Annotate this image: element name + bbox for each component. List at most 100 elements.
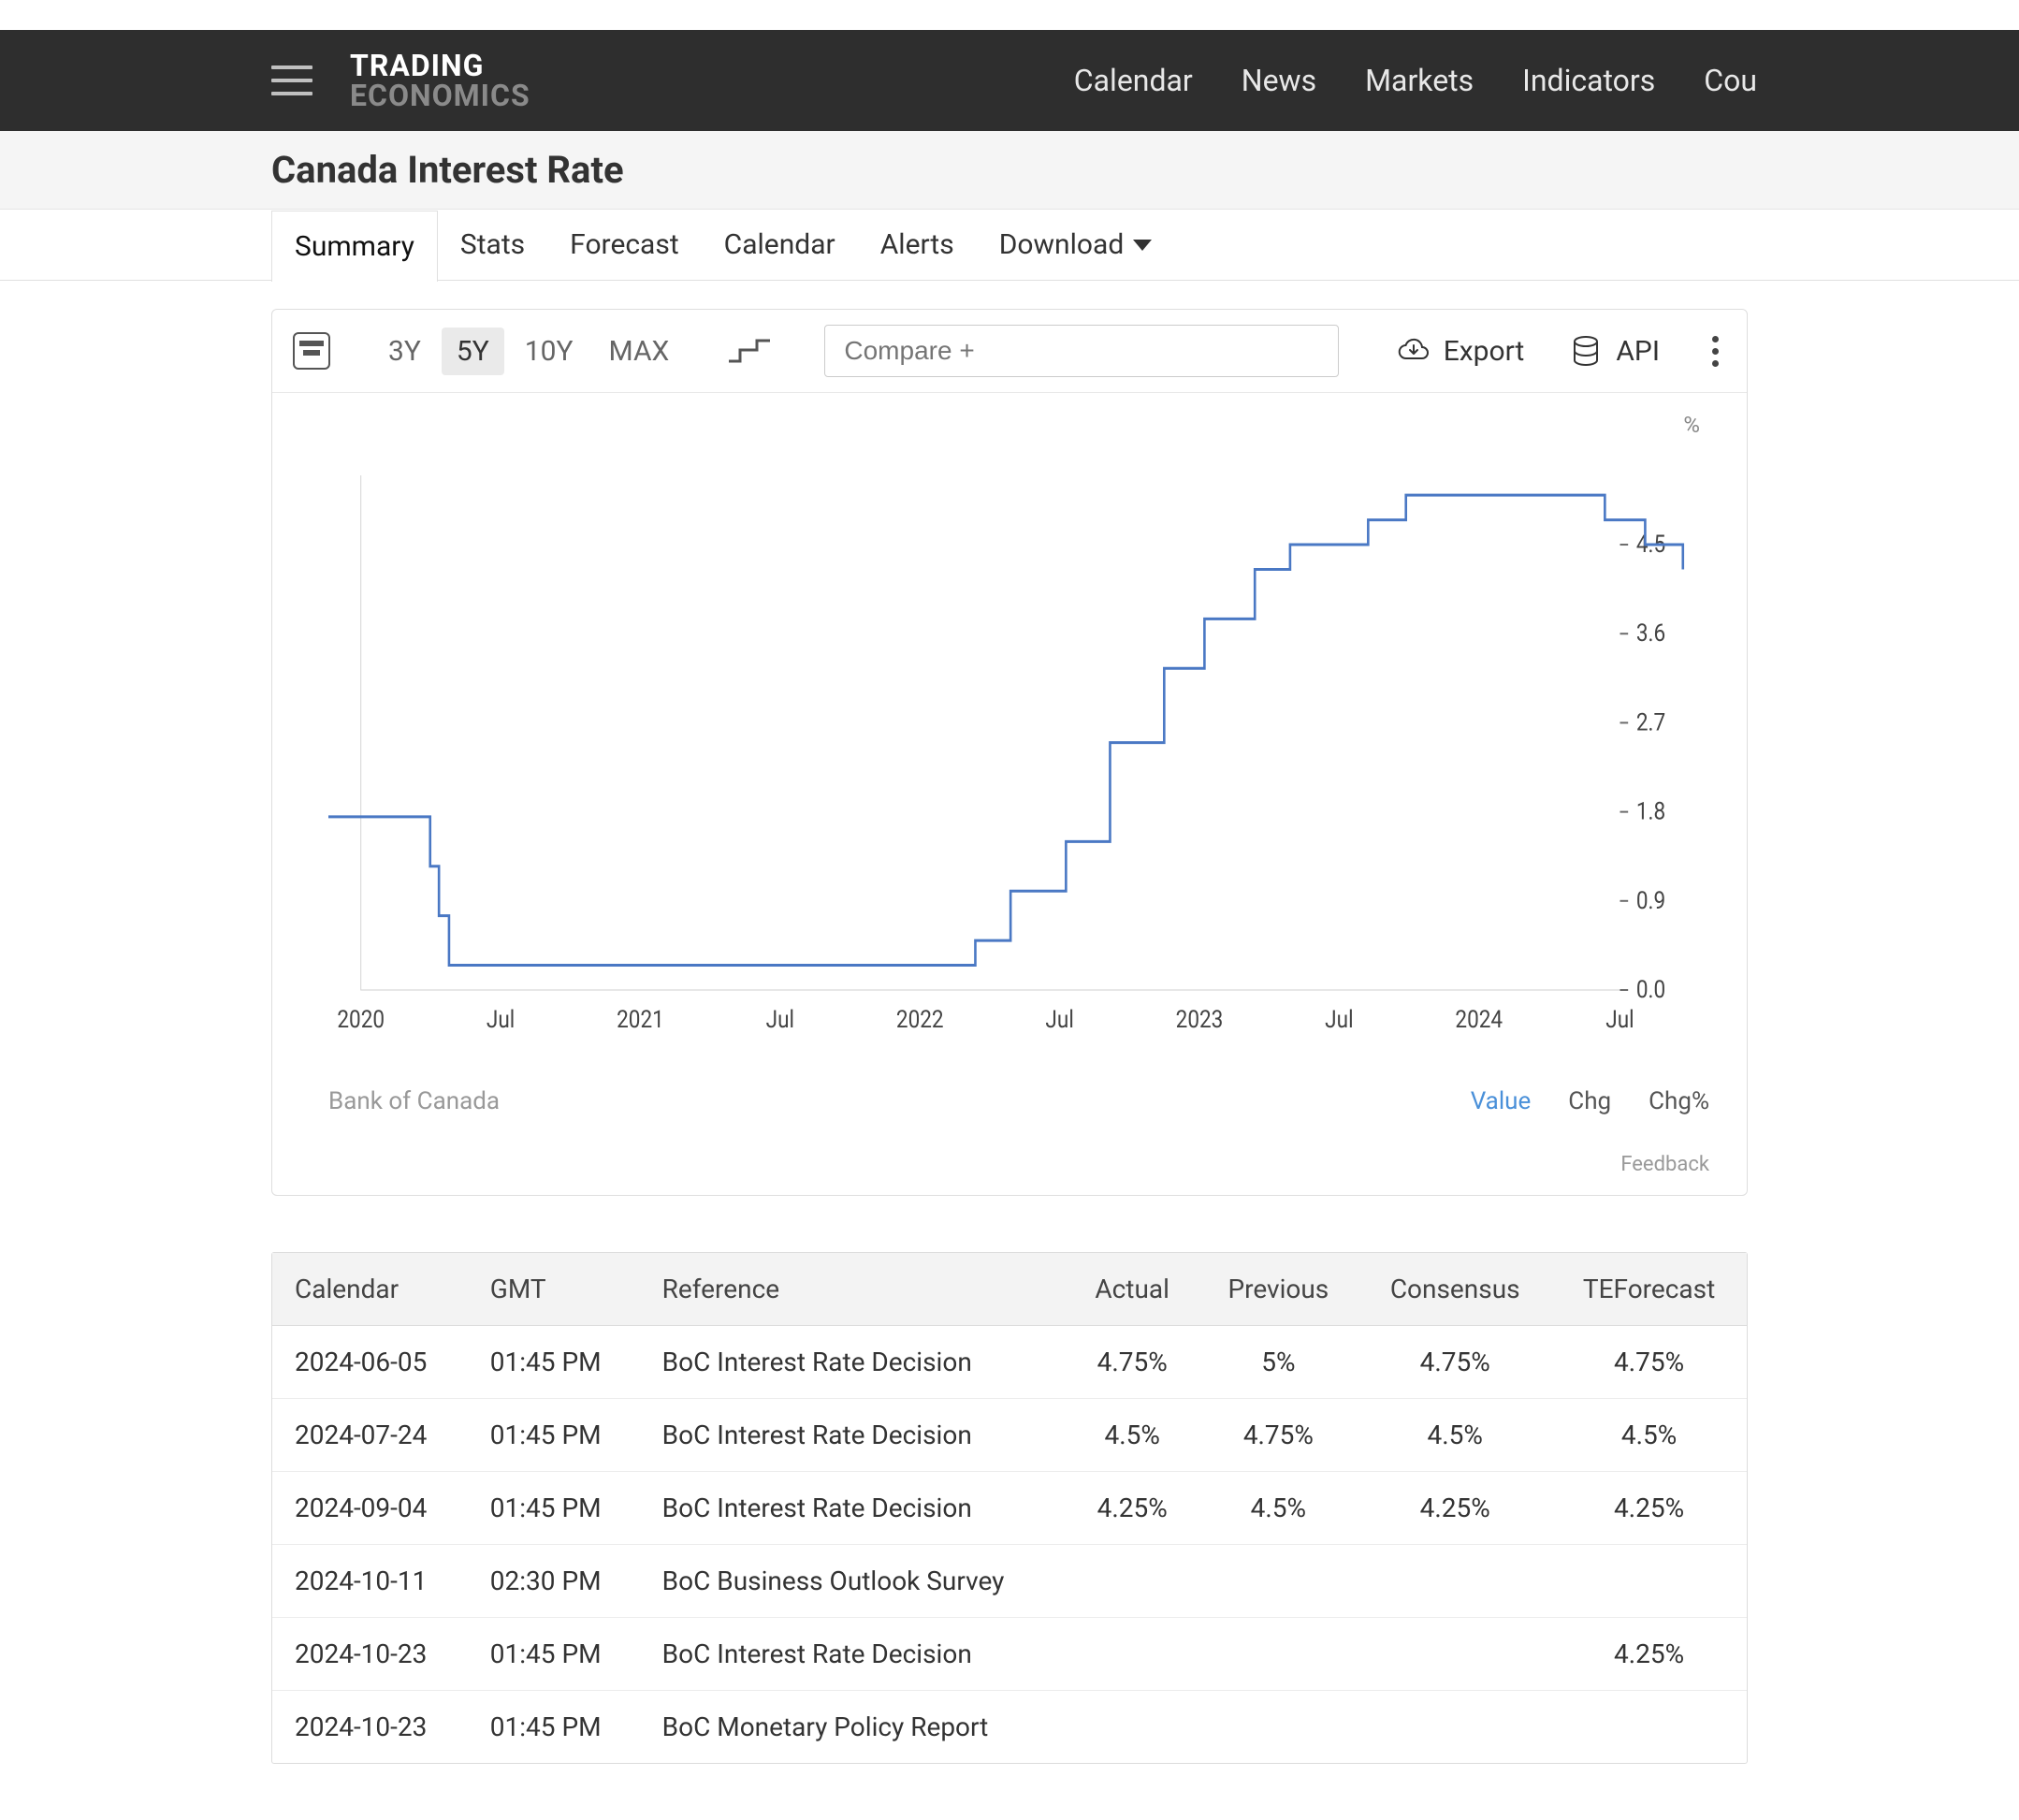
table-cell: 4.25% bbox=[1551, 1618, 1747, 1691]
svg-text:Jul: Jul bbox=[766, 1004, 794, 1033]
chart-source: Bank of Canada bbox=[328, 1087, 500, 1115]
range-3y[interactable]: 3Y bbox=[373, 328, 436, 375]
nav-link-indicators[interactable]: Indicators bbox=[1522, 63, 1655, 98]
metric-chg[interactable]: Chg bbox=[1568, 1087, 1611, 1115]
more-menu-icon[interactable] bbox=[1705, 336, 1726, 367]
table-header: TEForecast bbox=[1551, 1253, 1747, 1326]
tab-forecast[interactable]: Forecast bbox=[547, 210, 702, 280]
table-cell: 2024-10-23 bbox=[272, 1618, 468, 1691]
svg-text:Jul: Jul bbox=[1045, 1004, 1073, 1033]
chevron-down-icon bbox=[1133, 240, 1152, 251]
table-row[interactable]: 2024-09-0401:45 PMBoC Interest Rate Deci… bbox=[272, 1472, 1747, 1545]
range-max[interactable]: MAX bbox=[594, 328, 685, 375]
table-cell: 2024-10-11 bbox=[272, 1545, 468, 1618]
table-header: Reference bbox=[640, 1253, 1067, 1326]
tab-stats[interactable]: Stats bbox=[438, 210, 547, 280]
table-cell: 01:45 PM bbox=[468, 1472, 640, 1545]
tab-calendar[interactable]: Calendar bbox=[702, 210, 858, 280]
table-cell: 01:45 PM bbox=[468, 1326, 640, 1399]
svg-text:2.7: 2.7 bbox=[1636, 707, 1665, 736]
tab-download[interactable]: Download bbox=[977, 210, 1175, 280]
table-cell: 2024-07-24 bbox=[272, 1399, 468, 1472]
svg-text:2024: 2024 bbox=[1455, 1004, 1503, 1033]
table-cell: 01:45 PM bbox=[468, 1618, 640, 1691]
tab-label: Alerts bbox=[880, 228, 954, 261]
calendar-table: CalendarGMTReferenceActualPreviousConsen… bbox=[272, 1253, 1747, 1763]
table-cell: BoC Monetary Policy Report bbox=[640, 1691, 1067, 1764]
database-icon bbox=[1569, 334, 1603, 368]
nav-link-calendar[interactable]: Calendar bbox=[1074, 63, 1193, 98]
api-button[interactable]: API bbox=[1569, 334, 1660, 368]
header-nav: Calendar News Markets Indicators Cou bbox=[1074, 63, 1757, 98]
table-cell: 01:45 PM bbox=[468, 1691, 640, 1764]
table-cell: 4.25% bbox=[1551, 1472, 1747, 1545]
page-title: Canada Interest Rate bbox=[271, 148, 1748, 192]
feedback-link[interactable]: Feedback bbox=[272, 1153, 1747, 1195]
table-header: Actual bbox=[1067, 1253, 1198, 1326]
svg-text:2022: 2022 bbox=[896, 1004, 944, 1033]
logo[interactable]: TRADING ECONOMICS bbox=[350, 51, 530, 110]
svg-text:Jul: Jul bbox=[1325, 1004, 1353, 1033]
table-row[interactable]: 2024-07-2401:45 PMBoC Interest Rate Deci… bbox=[272, 1399, 1747, 1472]
table-header: Consensus bbox=[1358, 1253, 1551, 1326]
table-cell: 4.75% bbox=[1551, 1326, 1747, 1399]
table-cell: BoC Interest Rate Decision bbox=[640, 1326, 1067, 1399]
table-cell: 4.75% bbox=[1198, 1399, 1358, 1472]
range-10y[interactable]: 10Y bbox=[510, 328, 588, 375]
svg-text:0.9: 0.9 bbox=[1636, 885, 1665, 914]
tab-summary[interactable]: Summary bbox=[271, 211, 438, 282]
table-cell: 2024-10-23 bbox=[272, 1691, 468, 1764]
table-cell: 4.5% bbox=[1358, 1399, 1551, 1472]
table-row[interactable]: 2024-06-0501:45 PMBoC Interest Rate Deci… bbox=[272, 1326, 1747, 1399]
chart-unit-label: % bbox=[328, 412, 1709, 438]
nav-link-markets[interactable]: Markets bbox=[1365, 63, 1474, 98]
nav-link-cou[interactable]: Cou bbox=[1704, 63, 1757, 98]
table-cell bbox=[1358, 1545, 1551, 1618]
table-cell: 4.5% bbox=[1198, 1472, 1358, 1545]
step-chart-icon[interactable] bbox=[727, 337, 772, 365]
tab-label: Summary bbox=[295, 230, 414, 263]
compare-input[interactable] bbox=[824, 325, 1339, 377]
table-header: Previous bbox=[1198, 1253, 1358, 1326]
table-cell: BoC Interest Rate Decision bbox=[640, 1399, 1067, 1472]
tab-label: Calendar bbox=[724, 228, 835, 261]
table-cell bbox=[1551, 1691, 1747, 1764]
svg-text:2023: 2023 bbox=[1176, 1004, 1224, 1033]
tab-alerts[interactable]: Alerts bbox=[858, 210, 977, 280]
export-button[interactable]: Export bbox=[1397, 334, 1525, 368]
calendar-table-wrap: CalendarGMTReferenceActualPreviousConsen… bbox=[271, 1252, 1748, 1764]
svg-text:1.8: 1.8 bbox=[1636, 796, 1665, 825]
tab-label: Download bbox=[999, 228, 1125, 261]
svg-text:2021: 2021 bbox=[617, 1004, 664, 1033]
table-header: GMT bbox=[468, 1253, 640, 1326]
svg-text:Jul: Jul bbox=[487, 1004, 515, 1033]
table-cell: 01:45 PM bbox=[468, 1399, 640, 1472]
logo-bottom: ECONOMICS bbox=[350, 80, 530, 110]
range-5y[interactable]: 5Y bbox=[442, 328, 504, 375]
metric-value[interactable]: Value bbox=[1471, 1087, 1532, 1115]
metric-chg-pct[interactable]: Chg% bbox=[1649, 1087, 1709, 1115]
export-label: Export bbox=[1444, 335, 1525, 368]
hamburger-menu-icon[interactable] bbox=[271, 66, 312, 95]
logo-top: TRADING bbox=[350, 51, 530, 80]
table-cell bbox=[1067, 1545, 1198, 1618]
table-cell: 4.25% bbox=[1067, 1472, 1198, 1545]
table-cell: 4.5% bbox=[1551, 1399, 1747, 1472]
chart-toolbar: 3Y5Y10YMAX Export bbox=[272, 310, 1747, 393]
table-cell bbox=[1551, 1545, 1747, 1618]
table-cell bbox=[1358, 1618, 1551, 1691]
page-title-bar: Canada Interest Rate bbox=[0, 131, 2019, 210]
nav-link-news[interactable]: News bbox=[1242, 63, 1316, 98]
date-picker-icon[interactable] bbox=[293, 332, 330, 370]
table-row[interactable]: 2024-10-2301:45 PMBoC Monetary Policy Re… bbox=[272, 1691, 1747, 1764]
interest-rate-chart[interactable]: 0.00.91.82.73.64.52020Jul2021Jul2022Jul2… bbox=[328, 447, 1709, 1050]
table-cell: BoC Business Outlook Survey bbox=[640, 1545, 1067, 1618]
svg-text:0.0: 0.0 bbox=[1636, 974, 1665, 1003]
table-row[interactable]: 2024-10-2301:45 PMBoC Interest Rate Deci… bbox=[272, 1618, 1747, 1691]
tab-label: Stats bbox=[460, 228, 525, 261]
table-row[interactable]: 2024-10-1102:30 PMBoC Business Outlook S… bbox=[272, 1545, 1747, 1618]
tab-label: Forecast bbox=[570, 228, 679, 261]
table-header: Calendar bbox=[272, 1253, 468, 1326]
table-cell: 5% bbox=[1198, 1326, 1358, 1399]
table-cell: 4.25% bbox=[1358, 1472, 1551, 1545]
